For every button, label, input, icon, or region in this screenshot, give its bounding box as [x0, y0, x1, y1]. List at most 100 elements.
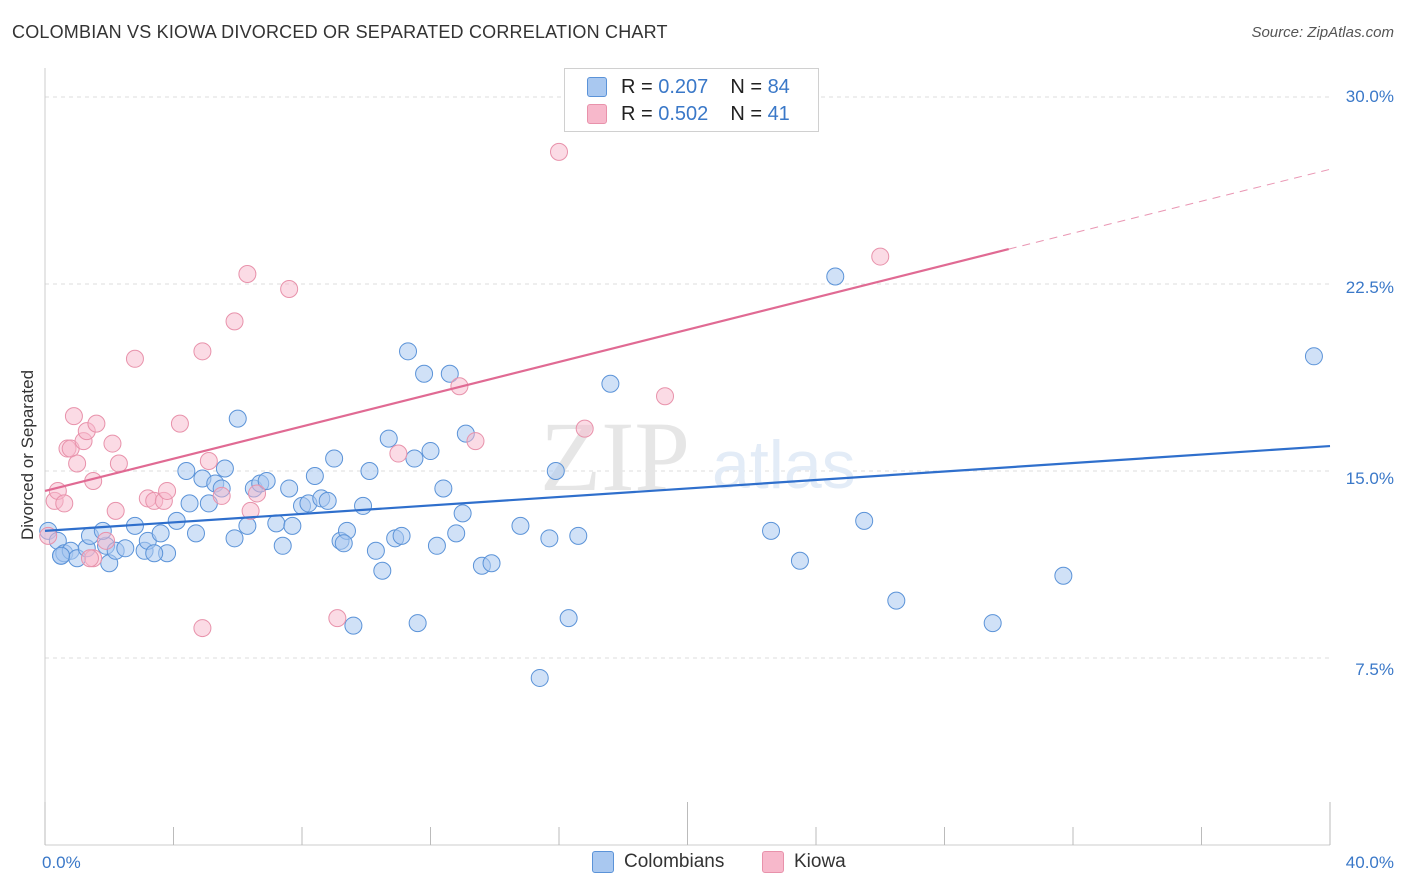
data-point-colombians — [1054, 566, 1073, 585]
watermark-atlas: atlas — [712, 427, 856, 503]
data-point-colombians — [482, 554, 501, 573]
data-point-colombians — [1304, 347, 1323, 366]
data-point-kiowa — [109, 454, 128, 473]
data-point-colombians — [983, 614, 1002, 633]
data-point-kiowa — [871, 247, 890, 266]
data-point-colombians — [325, 449, 344, 468]
data-point-kiowa — [280, 279, 299, 298]
r-label: R = — [621, 75, 653, 98]
data-point-colombians — [283, 516, 302, 535]
data-point-kiowa — [55, 494, 74, 513]
data-point-colombians — [145, 544, 164, 563]
data-point-kiowa — [389, 444, 408, 463]
data-point-colombians — [434, 479, 453, 498]
data-point-kiowa — [241, 501, 260, 520]
x-tick-label: 40.0% — [1345, 853, 1394, 872]
data-point-colombians — [215, 459, 234, 478]
data-point-colombians — [427, 536, 446, 555]
data-point-colombians — [360, 462, 379, 480]
data-point-kiowa — [125, 349, 144, 368]
r-value: 0.207 — [658, 75, 709, 98]
trend-line-colombians — [44, 444, 1331, 532]
data-point-colombians — [225, 529, 244, 548]
data-point-colombians — [52, 546, 71, 565]
r-label: R = — [621, 102, 653, 125]
n-value: 41 — [767, 102, 790, 125]
kiowa-swatch — [587, 104, 607, 124]
data-point-colombians — [186, 524, 205, 543]
data-point-kiowa — [103, 434, 122, 453]
legend-item-colombians: Colombians — [592, 851, 724, 873]
data-point-kiowa — [68, 454, 87, 473]
data-point-colombians — [447, 524, 466, 543]
n-label: N = — [730, 102, 762, 125]
data-point-colombians — [334, 534, 353, 553]
trend-line-kiowa-extension — [1008, 168, 1331, 250]
data-point-colombians — [405, 449, 424, 468]
data-point-colombians — [257, 471, 276, 490]
data-point-colombians — [267, 514, 286, 533]
data-point-colombians — [151, 524, 170, 543]
stats-legend-row-kiowa: R = 0.502 N = 41 — [587, 101, 790, 127]
data-point-colombians — [790, 551, 809, 570]
data-point-colombians — [354, 496, 373, 515]
data-point-colombians — [440, 364, 459, 383]
colombians-swatch — [592, 851, 614, 873]
data-point-colombians — [318, 491, 337, 510]
data-point-kiowa — [87, 414, 106, 433]
data-point-kiowa — [550, 142, 568, 161]
data-point-colombians — [569, 526, 588, 545]
data-point-kiowa — [248, 484, 267, 503]
data-point-colombians — [826, 267, 845, 286]
stats-legend: R = 0.207 N = 84 R = 0.502 N = 41 — [564, 68, 819, 132]
data-point-colombians — [408, 614, 427, 633]
data-point-kiowa — [575, 419, 594, 438]
data-point-colombians — [546, 462, 565, 480]
y-tick-label: 15.0% — [1345, 469, 1394, 488]
data-point-kiowa — [466, 432, 485, 451]
watermark-zip: ZIP — [540, 401, 690, 512]
r-value: 0.502 — [658, 102, 709, 125]
data-point-kiowa — [193, 342, 212, 361]
data-point-kiowa — [199, 452, 218, 471]
data-point-colombians — [887, 591, 906, 610]
data-point-kiowa — [328, 609, 347, 628]
data-point-colombians — [511, 516, 530, 535]
kiowa-swatch — [762, 851, 784, 873]
data-point-kiowa — [193, 619, 212, 638]
data-point-colombians — [280, 479, 299, 498]
stats-legend-row-colombians: R = 0.207 N = 84 — [587, 74, 790, 100]
data-point-colombians — [399, 342, 418, 361]
grid-lines — [45, 96, 1330, 659]
data-point-kiowa — [64, 407, 83, 426]
data-point-colombians — [379, 429, 398, 448]
data-point-colombians — [238, 516, 257, 535]
data-point-kiowa — [225, 312, 244, 331]
legend-item-kiowa: Kiowa — [762, 851, 846, 873]
colombians-swatch — [587, 77, 607, 97]
y-axis-label: Divorced or Separated — [18, 369, 37, 541]
n-value: 84 — [767, 75, 790, 98]
y-tick-label: 30.0% — [1345, 87, 1394, 106]
data-point-colombians — [180, 494, 199, 513]
data-point-colombians — [273, 536, 292, 555]
data-point-colombians — [116, 539, 135, 558]
trend-line-kiowa — [44, 248, 1010, 493]
series-legend: Colombians Kiowa — [0, 851, 1406, 879]
y-tick-label: 7.5% — [1355, 660, 1394, 679]
data-point-kiowa — [238, 265, 257, 284]
data-point-colombians — [392, 526, 411, 545]
data-point-colombians — [305, 466, 324, 485]
data-point-colombians — [601, 374, 620, 393]
data-point-colombians — [366, 541, 385, 560]
data-point-kiowa — [39, 526, 58, 545]
axes — [44, 68, 1331, 846]
data-point-colombians — [415, 364, 434, 383]
data-point-colombians — [530, 668, 549, 687]
data-point-kiowa — [80, 549, 99, 568]
source-label: Source: ZipAtlas.com — [1251, 24, 1394, 41]
x-tick-label: 0.0% — [42, 853, 81, 872]
data-point-colombians — [855, 511, 874, 530]
data-point-colombians — [559, 609, 578, 628]
